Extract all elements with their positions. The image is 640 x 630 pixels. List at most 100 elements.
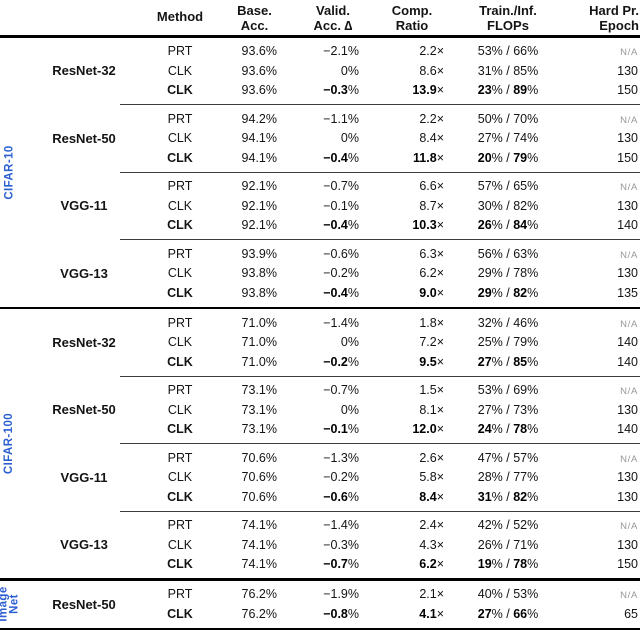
cell-flops: 26% / 71% xyxy=(477,537,539,552)
table-row: CLK 73.1% 0% 8.1× 27% / 73% 130 xyxy=(148,400,640,420)
cell-epoch: N/A xyxy=(561,518,640,532)
dataset-label-line: Net xyxy=(9,594,21,614)
model-group-rows: PRT 74.1% −1.4% 2.4× 42% / 52% N/A CLK 74.1% −0.… xyxy=(148,516,640,575)
dataset-label-imagenet: Image Net xyxy=(0,581,21,628)
section-separator-rule xyxy=(0,306,640,309)
na-value: N/A xyxy=(620,114,638,126)
cell-method: CLK xyxy=(167,489,193,504)
model-name: VGG-11 xyxy=(60,198,108,214)
cell-method: PRT xyxy=(167,315,193,330)
header-train-inf-flops: Train./Inf. FLOPs xyxy=(455,0,561,33)
cell-base: 70.6% xyxy=(241,450,277,465)
cell-base: 93.8% xyxy=(241,266,277,281)
header-base-line1: Base. xyxy=(237,3,272,18)
cell-comp: 9.5× xyxy=(419,354,444,369)
header-base-line2: Acc. xyxy=(240,18,269,33)
model-group-vgg-11: VGG-11 PRT 70.6% −1.3% 2.6× 47% / 57% N/A CLK 70… xyxy=(0,448,640,507)
table-row: CLK 74.1% −0.3% 4.3× 26% / 71% 130 xyxy=(148,535,640,555)
na-value: N/A xyxy=(620,453,638,465)
cell-comp: 9.0× xyxy=(419,285,444,300)
cell-comp: 12.0× xyxy=(412,422,444,437)
cell-flops: 50% / 70% xyxy=(477,111,539,126)
table-body: CIFAR-10 ResNet-32 PRT 93.6% −2.1% 2.2× 53% / … xyxy=(0,38,640,630)
model-group-rows: PRT 71.0% −1.4% 1.8× 32% / 46% N/A CLK 71.0% 0% 7… xyxy=(148,313,640,372)
cell-epoch: N/A xyxy=(561,247,640,261)
table-row: PRT 76.2% −1.9% 2.1× 40% / 53% N/A xyxy=(148,585,640,605)
cell-comp: 2.1× xyxy=(419,587,444,602)
cell-epoch: N/A xyxy=(561,112,640,126)
cell-epoch: 140 xyxy=(617,422,638,437)
cell-base: 93.8% xyxy=(241,285,277,300)
cell-valid: −0.4% xyxy=(323,218,359,233)
dataset-label-cifar-100: CIFAR-100 xyxy=(0,309,20,578)
cell-flops: 47% / 57% xyxy=(477,450,539,465)
na-value: N/A xyxy=(620,318,638,330)
cell-epoch: N/A xyxy=(561,179,640,193)
dataset-section-cifar-100: CIFAR-100 ResNet-32 PRT 71.0% −1.4% 1.8× 32% /… xyxy=(0,309,640,578)
group-separator-rule xyxy=(120,510,640,512)
header-method-label: Method xyxy=(156,9,204,24)
model-name: VGG-13 xyxy=(60,537,108,553)
table-row: PRT 74.1% −1.4% 2.4× 42% / 52% N/A xyxy=(148,516,640,536)
model-name: ResNet-50 xyxy=(52,596,116,612)
table-row: PRT 93.6% −2.1% 2.2× 53% / 66% N/A xyxy=(148,42,640,62)
cell-comp: 4.3× xyxy=(419,537,444,552)
cell-valid: −0.1% xyxy=(323,422,359,437)
cell-method: CLK xyxy=(167,63,193,78)
header-comp-ratio: Comp. Ratio xyxy=(369,0,455,33)
cell-comp: 7.2× xyxy=(419,335,444,350)
na-value: N/A xyxy=(620,590,638,602)
cell-method: CLK xyxy=(167,470,193,485)
cell-epoch: 130 xyxy=(617,131,638,146)
cell-method: CLK xyxy=(167,198,193,213)
cell-epoch: 140 xyxy=(617,335,638,350)
model-group-rows: PRT 94.2% −1.1% 2.2× 50% / 70% N/A CLK 94.1% 0% 8… xyxy=(148,109,640,168)
cell-comp: 2.2× xyxy=(419,44,444,59)
cell-base: 76.2% xyxy=(241,587,277,602)
na-value: N/A xyxy=(620,386,638,398)
bottom-rule xyxy=(0,627,640,630)
model-group-rows: PRT 92.1% −0.7% 6.6× 57% / 65% N/A CLK 92.1% −0.… xyxy=(148,177,640,236)
dataset-section-imagenet: Image Net ResNet-50 PRT 76.2% −1.9% 2.1× 40% / … xyxy=(0,581,640,628)
table-row: CLK 73.1% −0.1% 12.0× 24% / 78% 140 xyxy=(148,420,640,440)
cell-flops: 26% / 84% xyxy=(477,218,539,233)
group-separator-rule xyxy=(120,375,640,377)
cell-flops: 27% / 74% xyxy=(477,131,539,146)
cell-method: PRT xyxy=(167,450,193,465)
cell-base: 76.2% xyxy=(241,606,277,621)
cell-flops: 31% / 85% xyxy=(477,63,539,78)
header-model-spacer xyxy=(0,0,148,33)
cell-method: CLK xyxy=(167,150,193,165)
cell-valid: −0.7% xyxy=(323,383,359,398)
cell-epoch: 130 xyxy=(617,402,638,417)
table-row: CLK 93.6% −0.3% 13.9× 23% / 89% 150 xyxy=(148,81,640,101)
cell-epoch: 130 xyxy=(617,489,638,504)
cell-valid: −0.7% xyxy=(323,179,359,194)
cell-comp: 2.2× xyxy=(419,111,444,126)
cell-epoch: 150 xyxy=(617,557,638,572)
cell-comp: 6.2× xyxy=(419,557,444,572)
cell-valid: 0% xyxy=(340,402,359,417)
cell-epoch: 135 xyxy=(617,285,638,300)
cell-valid: 0% xyxy=(340,131,359,146)
cell-method: CLK xyxy=(167,131,193,146)
header-epoch-line1: Hard Pr. xyxy=(589,3,639,18)
cell-flops: 53% / 69% xyxy=(477,383,539,398)
cell-method: PRT xyxy=(167,246,193,261)
table-row: PRT 93.9% −0.6% 6.3× 56% / 63% N/A xyxy=(148,244,640,264)
dataset-label-text: CIFAR-100 xyxy=(4,413,16,474)
cell-flops: 27% / 66% xyxy=(477,606,539,621)
group-separator-rule xyxy=(120,443,640,444)
cell-method: CLK xyxy=(167,266,193,281)
cell-flops: 31% / 82% xyxy=(477,489,539,504)
table-row: CLK 93.6% 0% 8.6× 31% / 85% 130 xyxy=(148,61,640,81)
header-valid-line2: Acc. ∆ xyxy=(313,18,353,33)
cell-epoch: 130 xyxy=(617,266,638,281)
cell-valid: −0.3% xyxy=(323,537,359,552)
cell-base: 93.6% xyxy=(241,44,277,59)
cell-comp: 8.4× xyxy=(419,489,444,504)
cell-epoch: N/A xyxy=(561,451,640,465)
header-epoch-line2: Epoch xyxy=(599,18,639,33)
cell-flops: 25% / 79% xyxy=(477,335,539,350)
group-separator-rule xyxy=(120,104,640,105)
